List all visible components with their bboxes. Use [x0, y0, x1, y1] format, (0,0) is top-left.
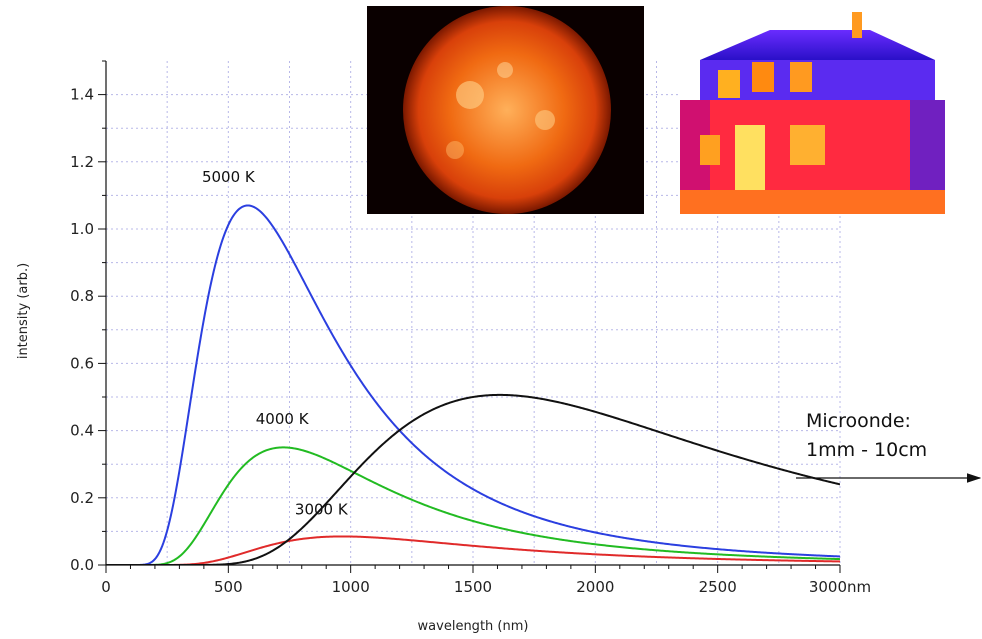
thermal-house-icon	[680, 12, 945, 214]
x-tick-label: 1000	[332, 578, 370, 596]
y-tick-label: 0.6	[70, 354, 94, 372]
curve-3000k	[106, 535, 840, 565]
y-tick-label: 1.2	[70, 153, 94, 171]
sun-photo	[367, 6, 644, 214]
tick-labels: 0 500 1000 1500 2000 2500 3000nm 0.0 0.2 0.4 0.6 0.…	[70, 86, 871, 596]
microwave-note-line1: Microonde:	[806, 410, 911, 432]
x-tick-label: 500	[214, 578, 243, 596]
x-tick-label-unit: 3000nm	[809, 578, 871, 596]
sun-icon	[403, 6, 611, 214]
curve-5000k	[106, 204, 840, 565]
curve-4000k	[106, 446, 840, 565]
curves	[106, 204, 840, 565]
curve-label-5000k: 5000 K	[202, 168, 256, 186]
thermal-house-photo	[678, 11, 950, 214]
y-tick-label: 1.0	[70, 220, 94, 238]
y-axis-label: intensity (arb.)	[16, 263, 31, 359]
x-axis-label: wavelength (nm)	[418, 619, 529, 634]
x-tick-label: 2000	[576, 578, 614, 596]
x-tick-label: 2500	[699, 578, 737, 596]
x-tick-label: 1500	[454, 578, 492, 596]
curve-labels: 5000 K 4000 K 3000 K	[202, 168, 349, 519]
axes	[98, 60, 841, 573]
y-tick-label: 0.4	[70, 422, 94, 440]
x-tick-label: 0	[101, 578, 111, 596]
curve-label-4000k: 4000 K	[256, 410, 310, 428]
y-tick-label: 1.4	[70, 86, 94, 104]
y-tick-label: 0.2	[70, 489, 94, 507]
y-tick-label: 0.8	[70, 287, 94, 305]
microwave-note-line2: 1mm - 10cm	[806, 439, 927, 461]
curve-label-3000k: 3000 K	[295, 501, 349, 519]
curve-1800k	[106, 393, 840, 565]
y-tick-label: 0.0	[70, 556, 94, 574]
